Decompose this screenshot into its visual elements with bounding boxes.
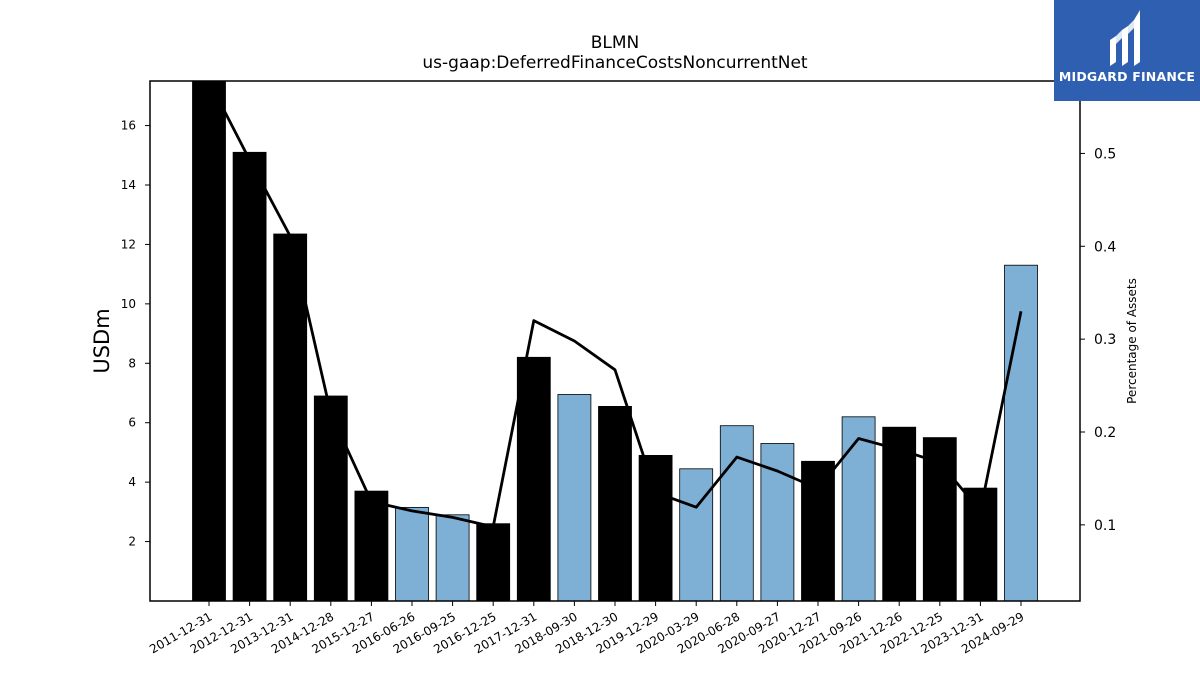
bar-2020-06-28 xyxy=(719,425,754,602)
bar-2021-09-26 xyxy=(841,416,876,602)
y-right-tick-label-0.3: 0.3 xyxy=(1094,332,1116,348)
brand-name: MIDGARD FINANCE xyxy=(1058,69,1196,84)
y-right-tick-label-0.2: 0.2 xyxy=(1094,425,1116,441)
plot-frame xyxy=(149,80,1081,602)
bar-2020-03-29 xyxy=(679,468,714,602)
bar-2019-12-29 xyxy=(638,454,673,602)
y-right-tick-label-0.1: 0.1 xyxy=(1094,518,1116,534)
y-tick-label-2: 2 xyxy=(128,535,136,549)
bar-2018-09-30 xyxy=(557,394,592,602)
brand-logo: MIDGARD FINANCE xyxy=(1054,0,1200,101)
y-tick-label-14: 14 xyxy=(121,178,136,192)
y-tick-label-4: 4 xyxy=(128,475,136,489)
chart-subtitle: us-gaap:DeferredFinanceCostsNoncurrentNe… xyxy=(422,53,808,73)
bar-2015-12-27 xyxy=(354,490,389,602)
bar-2017-12-31 xyxy=(516,356,551,602)
y-right-tick-label-0.5: 0.5 xyxy=(1094,146,1116,162)
y-tick-label-10: 10 xyxy=(121,297,136,311)
y-axis-label: USDm xyxy=(90,308,114,373)
bar-2013-12-31 xyxy=(273,233,308,602)
percentage-line-group xyxy=(207,80,1023,529)
bar-2016-12-25 xyxy=(476,523,511,602)
y-tick-label-6: 6 xyxy=(128,416,136,430)
y-right-tick-label-0.4: 0.4 xyxy=(1094,239,1116,255)
y-tick-label-16: 16 xyxy=(121,119,136,133)
bar-2016-09-25 xyxy=(435,514,470,602)
left-axis: 2 4 6 8 10 12 14 16 xyxy=(121,119,150,549)
bar-2012-12-31 xyxy=(232,151,267,602)
x-axis: 2011-12-312012-12-312013-12-312014-12-28… xyxy=(147,601,1027,656)
y-tick-label-12: 12 xyxy=(121,237,136,251)
y-tick-label-8: 8 xyxy=(128,356,136,370)
bar-2018-12-30 xyxy=(598,405,632,602)
right-axis: 0.1 0.2 0.3 0.4 0.5 xyxy=(1080,146,1116,534)
bar-2021-12-26 xyxy=(882,426,917,602)
y-axis-right-label: Percentage of Assets xyxy=(1125,278,1139,404)
bar-2016-06-26 xyxy=(395,506,429,602)
bar-2014-12-28 xyxy=(313,395,348,602)
midgard-finance-logo-icon xyxy=(1110,10,1140,66)
bar-group xyxy=(192,80,1038,602)
percentage-of-assets-line xyxy=(207,80,1023,529)
chart-title: BLMN xyxy=(591,33,640,53)
bar-2011-12-31 xyxy=(192,80,226,602)
